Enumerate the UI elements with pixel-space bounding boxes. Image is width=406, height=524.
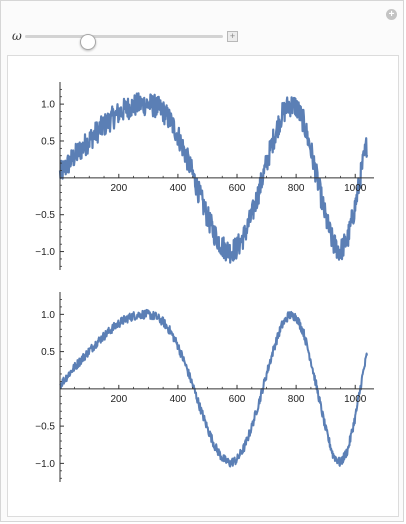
omega-slider-control: ω +	[11, 28, 241, 50]
plot-1: 200 400 600 800 1000 −1.0 −0.5 0.5 1.0	[35, 82, 374, 270]
y-tick-label: −0.5	[35, 210, 55, 221]
y-tick-label: −1.0	[35, 459, 55, 470]
series-line	[59, 308, 368, 468]
y-tick-label: −0.5	[35, 422, 55, 433]
x-tick-label: 1000	[344, 394, 367, 405]
x-tick-label: 1000	[344, 183, 367, 194]
y-tick-label: 1.0	[41, 100, 55, 111]
slider-expand-icon[interactable]: +	[227, 31, 238, 42]
omega-slider-track[interactable]	[25, 34, 223, 50]
omega-slider-thumb[interactable]	[80, 34, 97, 50]
x-tick-label: 600	[229, 183, 246, 194]
omega-label: ω	[12, 29, 22, 43]
series-line	[58, 92, 369, 264]
options-plus-icon[interactable]: +	[386, 9, 397, 20]
x-tick-label: 400	[170, 394, 187, 405]
y-tick-label: 0.5	[41, 136, 55, 147]
plot-2: 200 400 600 800 1000 −1.0 −0.5 0.5 1.0	[35, 292, 374, 482]
x-tick-label: 400	[170, 183, 187, 194]
plot-output-panel: 200 400 600 800 1000 −1.0 −0.5 0.5 1.0 200 400 600 8…	[7, 55, 399, 517]
y-tick-label: 0.5	[41, 347, 55, 358]
x-tick-label: 200	[110, 394, 127, 405]
y-tick-label: −1.0	[35, 247, 55, 258]
x-tick-label: 200	[110, 183, 127, 194]
x-tick-label: 800	[288, 183, 305, 194]
x-tick-label: 800	[288, 394, 305, 405]
x-tick-label: 600	[229, 394, 246, 405]
y-tick-label: 1.0	[41, 310, 55, 321]
plots-svg: 200 400 600 800 1000 −1.0 −0.5 0.5 1.0 200 400 600 8…	[35, 82, 374, 482]
